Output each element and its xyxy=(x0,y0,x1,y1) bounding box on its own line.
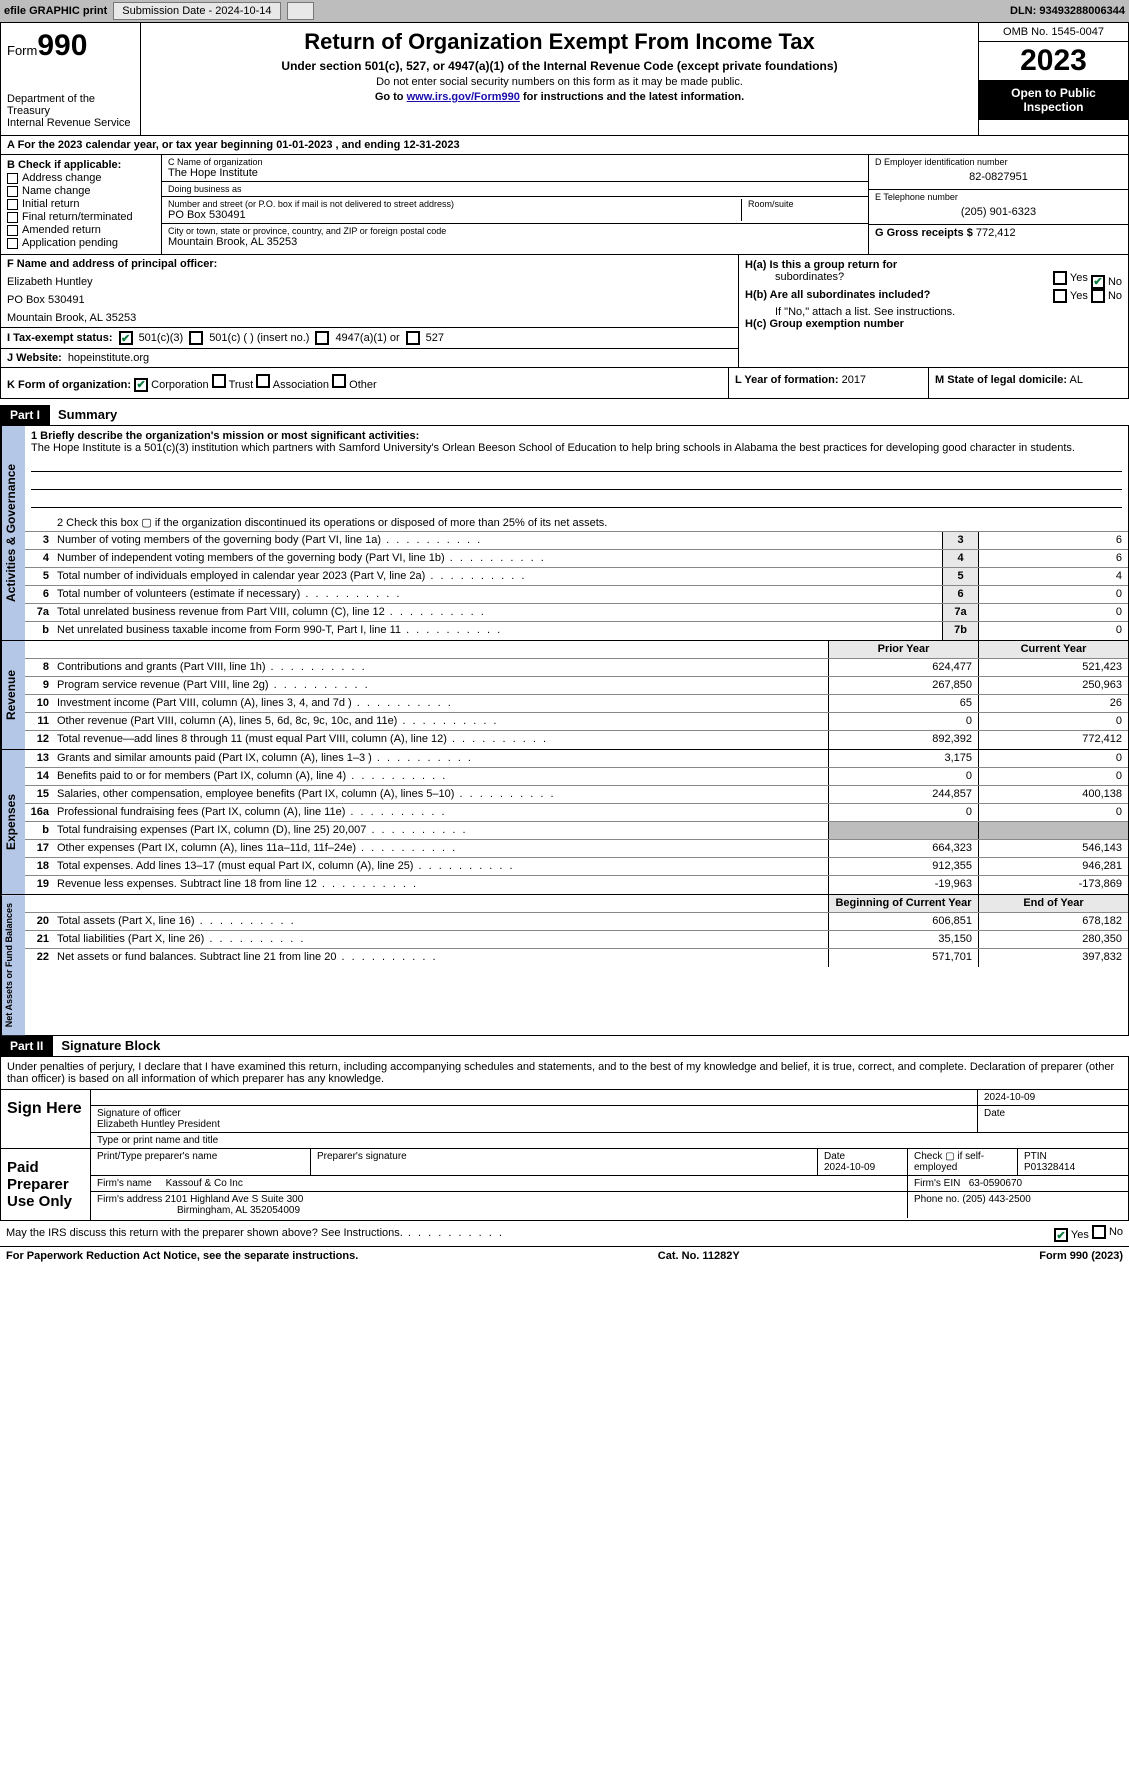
ein: 82-0827951 xyxy=(875,167,1122,187)
goto-note: Go to www.irs.gov/Form990 for instructio… xyxy=(147,91,972,103)
vtab-revenue: Revenue xyxy=(1,641,25,749)
vtab-activities: Activities & Governance xyxy=(1,426,25,640)
chk-assoc[interactable] xyxy=(256,374,270,388)
firm-ein: 63-0590670 xyxy=(969,1178,1022,1189)
officer-signature: Elizabeth Huntley President xyxy=(97,1119,971,1130)
dln-label: DLN: 93493288006344 xyxy=(1010,5,1125,17)
form-title: Return of Organization Exempt From Incom… xyxy=(147,29,972,55)
chk-name-change[interactable] xyxy=(7,186,18,197)
line-a: A For the 2023 calendar year, or tax yea… xyxy=(0,136,1129,155)
discuss-row: May the IRS discuss this return with the… xyxy=(0,1221,1129,1247)
irs-link[interactable]: www.irs.gov/Form990 xyxy=(407,91,520,103)
phone: (205) 901-6323 xyxy=(875,202,1122,222)
state-domicile: AL xyxy=(1069,374,1082,386)
website: hopeinstitute.org xyxy=(68,352,149,364)
officer-name: Elizabeth Huntley xyxy=(7,276,93,288)
discuss-no[interactable] xyxy=(1092,1225,1106,1239)
revenue-line: 8Contributions and grants (Part VIII, li… xyxy=(25,659,1128,677)
ptin: P01328414 xyxy=(1024,1162,1075,1173)
part2-header: Part II Signature Block xyxy=(0,1036,1129,1057)
chk-4947[interactable] xyxy=(315,331,329,345)
gov-line: 7aTotal unrelated business revenue from … xyxy=(25,604,1128,622)
revenue-section: Revenue Prior YearCurrent Year 8Contribu… xyxy=(0,641,1129,750)
chk-trust[interactable] xyxy=(212,374,226,388)
entity-section: B Check if applicable: Address change Na… xyxy=(0,155,1129,255)
vtab-netassets: Net Assets or Fund Balances xyxy=(1,895,25,1035)
discuss-yes[interactable]: ✔ xyxy=(1054,1228,1068,1242)
mission-text: The Hope Institute is a 501(c)(3) instit… xyxy=(31,442,1122,454)
netasset-line: 22Net assets or fund balances. Subtract … xyxy=(25,949,1128,967)
gov-line: 6Total number of volunteers (estimate if… xyxy=(25,586,1128,604)
ha-no[interactable]: ✔ xyxy=(1091,275,1105,289)
part1-header: Part I Summary xyxy=(0,405,1129,426)
paid-preparer-label: Paid Preparer Use Only xyxy=(1,1149,91,1220)
box-b: B Check if applicable: Address change Na… xyxy=(1,155,161,254)
expenses-section: Expenses 13Grants and similar amounts pa… xyxy=(0,750,1129,895)
omb-number: OMB No. 1545-0047 xyxy=(979,23,1128,42)
revenue-line: 10Investment income (Part VIII, column (… xyxy=(25,695,1128,713)
efile-label: efile GRAPHIC print xyxy=(4,5,107,17)
form-subtitle: Under section 501(c), 527, or 4947(a)(1)… xyxy=(147,59,972,73)
expense-line: 18Total expenses. Add lines 13–17 (must … xyxy=(25,858,1128,876)
activities-governance: Activities & Governance 1 Briefly descri… xyxy=(0,426,1129,641)
org-name: The Hope Institute xyxy=(168,167,862,179)
firm-name: Kassouf & Co Inc xyxy=(166,1178,243,1189)
netasset-line: 20Total assets (Part X, line 16) 606,851… xyxy=(25,913,1128,931)
form-number: Form990 xyxy=(7,29,134,63)
ha-yes[interactable] xyxy=(1053,271,1067,285)
netasset-line: 21Total liabilities (Part X, line 26) 35… xyxy=(25,931,1128,949)
chk-final-return[interactable] xyxy=(7,212,18,223)
chk-other[interactable] xyxy=(332,374,346,388)
submission-date-button[interactable]: Submission Date - 2024-10-14 xyxy=(113,2,280,20)
irs-label: Internal Revenue Service xyxy=(7,117,134,129)
tax-year: 2023 xyxy=(979,42,1128,80)
chk-501c[interactable] xyxy=(189,331,203,345)
form-header: Form990 Department of the Treasury Inter… xyxy=(0,22,1129,136)
hb-no[interactable] xyxy=(1091,289,1105,303)
signature-block: Under penalties of perjury, I declare th… xyxy=(0,1057,1129,1221)
chk-501c3[interactable]: ✔ xyxy=(119,331,133,345)
gov-line: 4Number of independent voting members of… xyxy=(25,550,1128,568)
dept-treasury: Department of the Treasury xyxy=(7,93,134,117)
gov-line: 3Number of voting members of the governi… xyxy=(25,532,1128,550)
chk-amended[interactable] xyxy=(7,225,18,236)
gross-receipts: 772,412 xyxy=(976,227,1016,239)
city: Mountain Brook, AL 35253 xyxy=(168,236,862,248)
expense-line: 17Other expenses (Part IX, column (A), l… xyxy=(25,840,1128,858)
expense-line: 14Benefits paid to or for members (Part … xyxy=(25,768,1128,786)
sign-here-label: Sign Here xyxy=(1,1090,91,1148)
hb-yes[interactable] xyxy=(1053,289,1067,303)
netassets-section: Net Assets or Fund Balances Beginning of… xyxy=(0,895,1129,1036)
row-fghij: F Name and address of principal officer:… xyxy=(0,255,1129,368)
chk-corp[interactable]: ✔ xyxy=(134,378,148,392)
footer: For Paperwork Reduction Act Notice, see … xyxy=(0,1246,1129,1265)
expense-line: 13Grants and similar amounts paid (Part … xyxy=(25,750,1128,768)
blank-button[interactable] xyxy=(287,2,314,20)
gov-line: bNet unrelated business taxable income f… xyxy=(25,622,1128,640)
preparer-phone: (205) 443-2500 xyxy=(962,1194,1030,1205)
street: PO Box 530491 xyxy=(168,209,735,221)
revenue-line: 12Total revenue—add lines 8 through 11 (… xyxy=(25,731,1128,749)
public-inspection: Open to Public Inspection xyxy=(979,80,1128,120)
row-klm: K Form of organization: ✔ Corporation Tr… xyxy=(0,368,1129,399)
expense-line: 15Salaries, other compensation, employee… xyxy=(25,786,1128,804)
topbar: efile GRAPHIC print Submission Date - 20… xyxy=(0,0,1129,22)
revenue-line: 9Program service revenue (Part VIII, lin… xyxy=(25,677,1128,695)
chk-address-change[interactable] xyxy=(7,173,18,184)
revenue-line: 11Other revenue (Part VIII, column (A), … xyxy=(25,713,1128,731)
declaration: Under penalties of perjury, I declare th… xyxy=(1,1057,1128,1089)
expense-line: 16aProfessional fundraising fees (Part I… xyxy=(25,804,1128,822)
expense-line: bTotal fundraising expenses (Part IX, co… xyxy=(25,822,1128,840)
chk-initial-return[interactable] xyxy=(7,199,18,210)
box-c: C Name of organization The Hope Institut… xyxy=(161,155,868,254)
box-d: D Employer identification number 82-0827… xyxy=(868,155,1128,254)
chk-527[interactable] xyxy=(406,331,420,345)
expense-line: 19Revenue less expenses. Subtract line 1… xyxy=(25,876,1128,894)
chk-application-pending[interactable] xyxy=(7,238,18,249)
vtab-expenses: Expenses xyxy=(1,750,25,894)
year-formation: 2017 xyxy=(842,374,866,386)
gov-line: 5Total number of individuals employed in… xyxy=(25,568,1128,586)
ssn-note: Do not enter social security numbers on … xyxy=(147,76,972,88)
